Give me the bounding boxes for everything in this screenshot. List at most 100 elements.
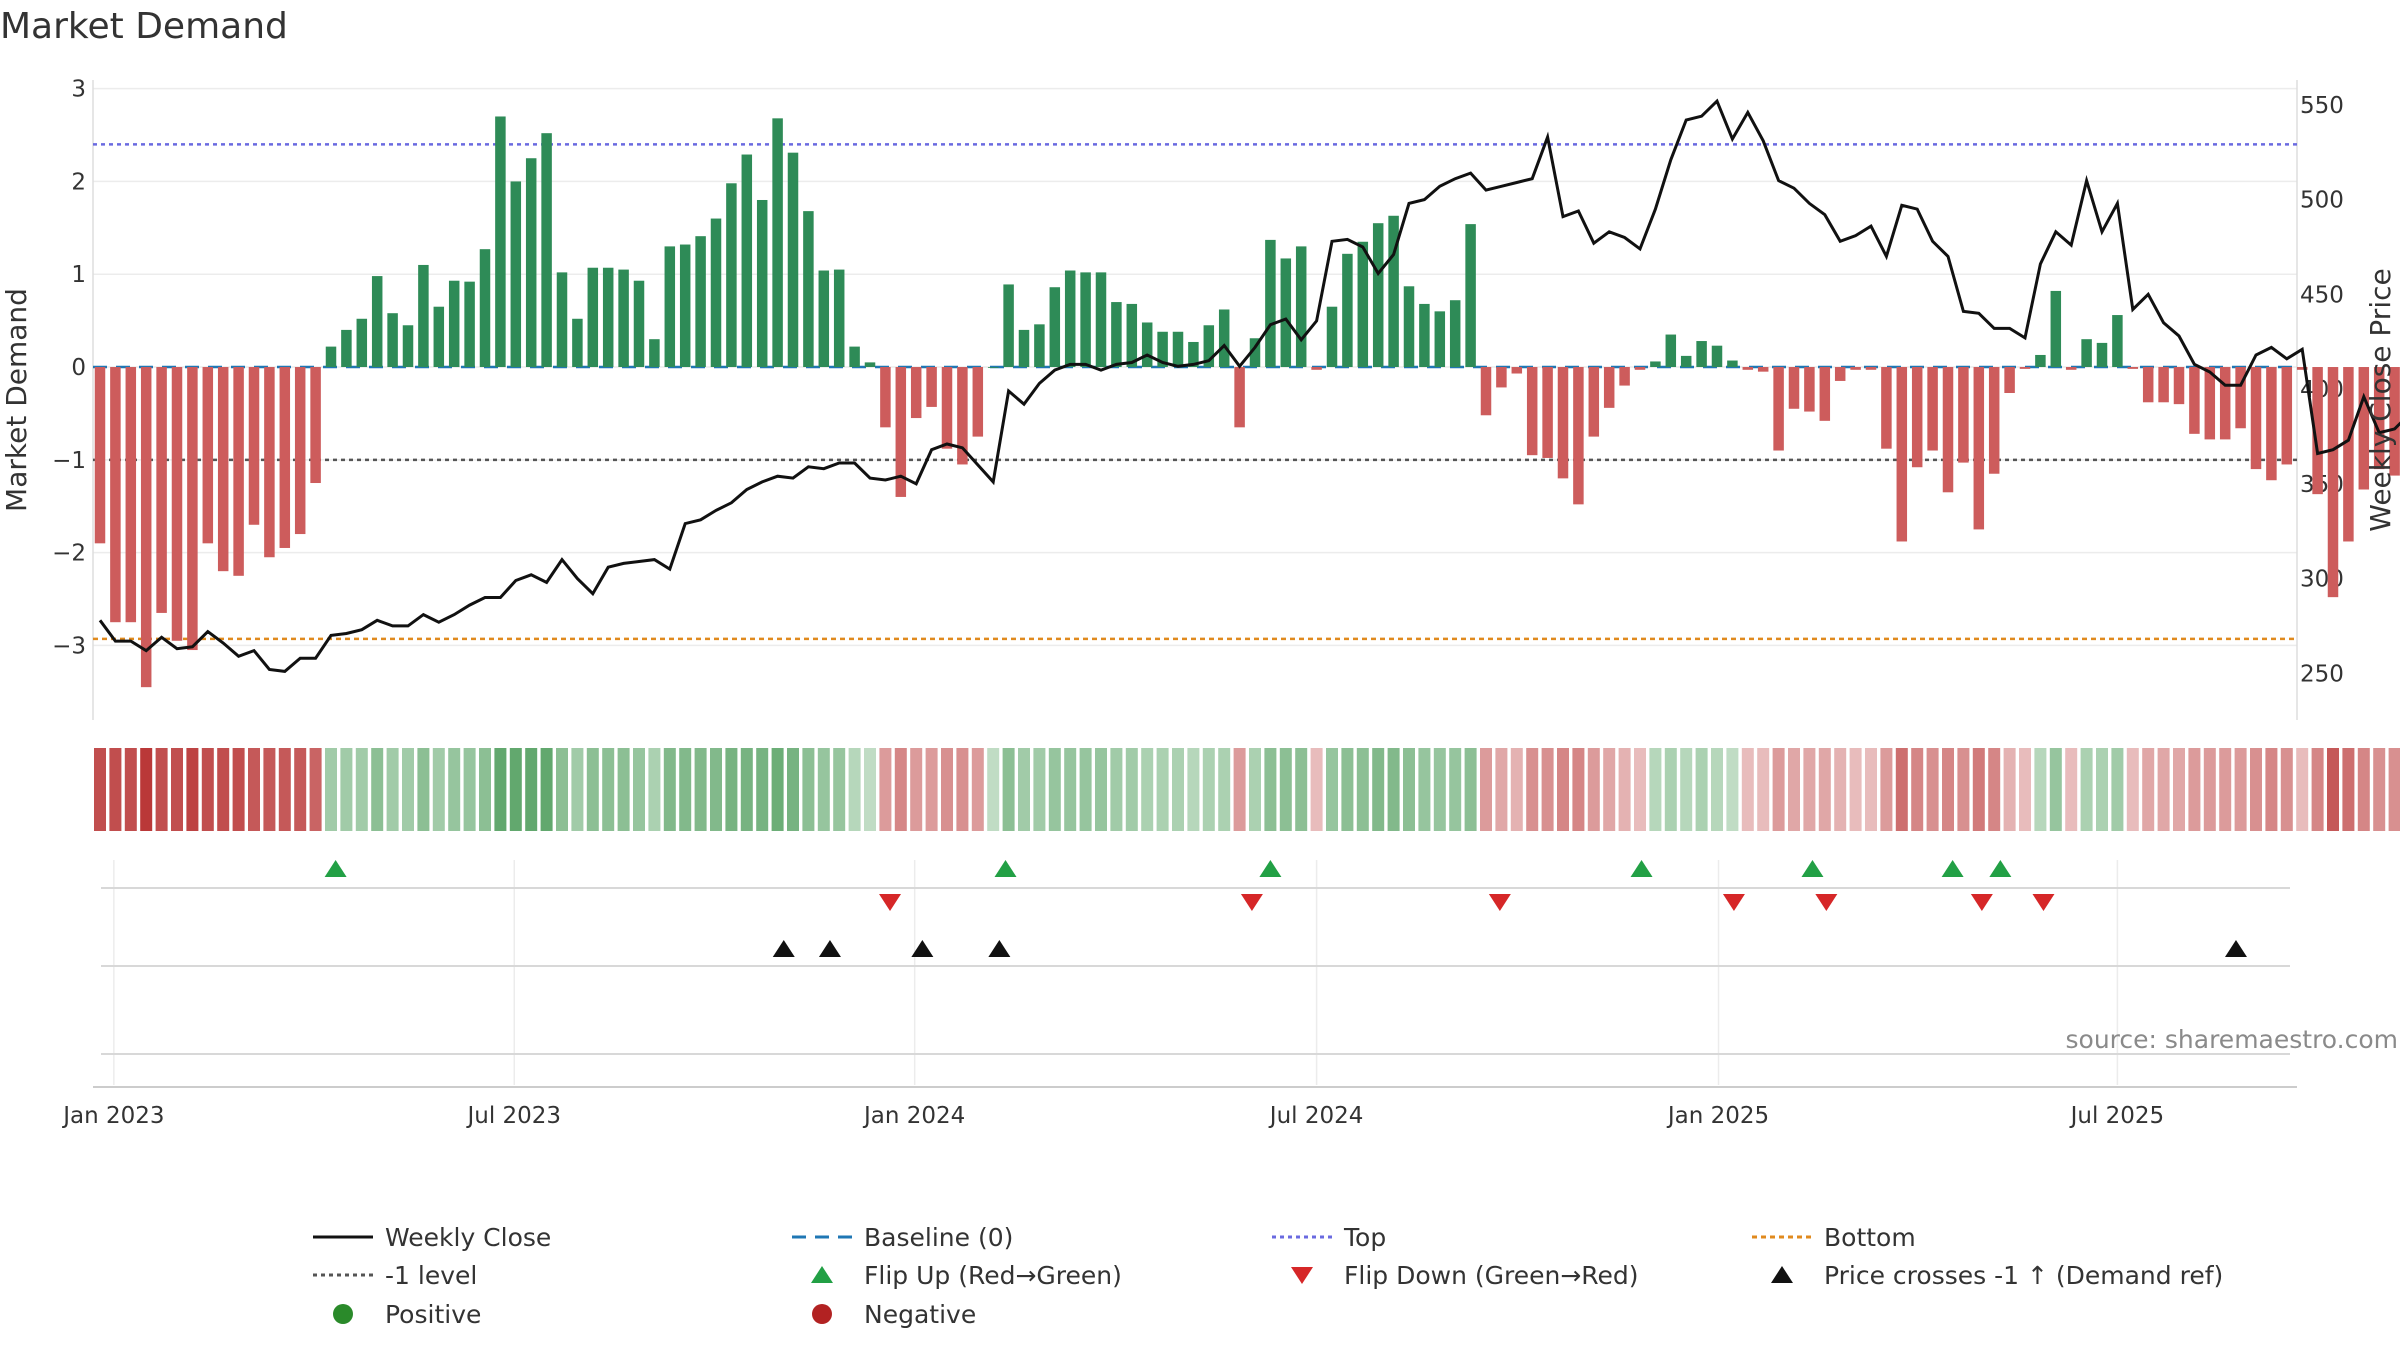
negative-demand-bar [1573, 367, 1584, 505]
positive-demand-bar [1727, 360, 1738, 368]
positive-demand-bar [1080, 272, 1091, 368]
negative-demand-bar [1834, 367, 1846, 381]
band-cell [1218, 748, 1231, 831]
negative-demand-bar [233, 367, 244, 576]
flip-down-marker [879, 894, 902, 911]
left-tick-label: 0 [71, 355, 86, 381]
negative-demand-bar [1234, 367, 1245, 428]
band-cell [663, 748, 676, 831]
band-cell [1695, 748, 1708, 831]
negative-demand-bar [1958, 367, 1969, 463]
price-cross-marker [772, 940, 795, 957]
positive-demand-bar [1403, 286, 1415, 368]
flip-down-marker [1488, 894, 1511, 911]
band-cell [787, 748, 799, 831]
positive-demand-bar [1465, 224, 1476, 368]
x-tick-label: Jan 2023 [61, 1103, 164, 1129]
right-tick-label: 550 [2300, 93, 2344, 119]
positive-demand-bar [510, 181, 522, 368]
positive-demand-bar [741, 154, 753, 368]
positive-demand-bar [325, 346, 337, 368]
band-cell [910, 748, 923, 831]
band-cell [540, 748, 553, 831]
positive-demand-bar [1419, 303, 1430, 368]
band-cell [155, 748, 168, 831]
band-cell [987, 748, 1000, 831]
positive-demand-bar [633, 280, 645, 368]
positive-demand-bar [1249, 338, 1261, 368]
band-cell [186, 748, 199, 831]
band-cell [448, 748, 461, 831]
band-cell [171, 748, 183, 831]
band-cell [1664, 748, 1677, 831]
negative-demand-bar [1973, 367, 1985, 530]
source-note: source: sharemaestro.com [2066, 1025, 2399, 1054]
band-cell [263, 748, 276, 831]
negative-demand-bar [248, 367, 260, 525]
band-cell [1264, 748, 1277, 831]
reference-lines [93, 143, 2297, 641]
positive-demand-bar [787, 152, 799, 368]
positive-demand-bar [1126, 303, 1138, 368]
positive-demand-bar [2050, 290, 2062, 368]
negative-demand-bar [94, 367, 106, 544]
band-cell [771, 748, 784, 831]
band-cell [1788, 748, 1800, 831]
band-cell [2019, 748, 2031, 831]
positive-demand-bar [1342, 253, 1353, 368]
band-cell [1048, 748, 1061, 831]
negative-demand-bar [2235, 367, 2246, 429]
price-cross-marker [988, 940, 1011, 957]
positive-demand-bar [2112, 315, 2123, 368]
negative-demand-bar [217, 367, 229, 572]
positive-demand-bar [756, 199, 768, 368]
negative-demand-bar [1819, 367, 1831, 421]
flip-up-marker [1801, 860, 1824, 877]
band-cell [2219, 748, 2232, 831]
flip-up-marker [1259, 860, 1282, 877]
flip-up-marker [1941, 860, 1964, 877]
positive-demand-bar [618, 269, 629, 368]
x-tick-label: Jan 2024 [862, 1103, 965, 1129]
x-tick-label: Jul 2025 [2069, 1103, 2165, 1129]
negative-demand-bar [2266, 367, 2277, 481]
x-tick-label: Jan 2025 [1666, 1103, 1769, 1129]
negative-demand-bar [926, 367, 937, 407]
band-cell [217, 748, 230, 831]
negative-demand-bar [1911, 367, 1923, 468]
legend-swatch [1771, 1266, 1793, 1283]
band-cell [864, 748, 876, 831]
negative-demand-bar [264, 367, 275, 558]
right-tick-label: 450 [2300, 282, 2344, 308]
positive-demand-bar [1003, 284, 1014, 368]
legend-swatch [811, 1266, 833, 1283]
band-cell [2065, 748, 2078, 831]
band-cell [1387, 748, 1400, 831]
x-tick-label: Jul 2024 [1268, 1103, 1364, 1129]
negative-demand-bar [1742, 367, 1754, 370]
positive-demand-bar [1064, 270, 1076, 368]
negative-demand-bar [2327, 367, 2339, 598]
negative-demand-bar [895, 367, 907, 497]
positive-demand-bar [356, 318, 368, 368]
band-cell [494, 748, 507, 831]
positive-demand-bar [541, 133, 552, 368]
left-tick-label: −1 [52, 448, 86, 474]
positive-demand-bar [495, 116, 506, 368]
legend-label: Flip Up (Red→Green) [864, 1261, 1122, 1290]
band-cell [879, 748, 892, 831]
demand-bars [94, 116, 2400, 688]
band-cell [2049, 748, 2062, 831]
negative-demand-bar [2204, 367, 2216, 440]
positive-demand-bar [1188, 341, 1199, 368]
band-cell [1033, 748, 1046, 831]
flip-up-marker [1989, 860, 2012, 877]
band-cell [1449, 748, 1462, 831]
negative-demand-bar [1927, 367, 1938, 451]
band-cell [1680, 748, 1693, 831]
band-cell [1079, 748, 1092, 831]
positive-demand-bar [1680, 355, 1692, 368]
positive-demand-bar [1141, 322, 1153, 368]
legend-label: Weekly Close [385, 1223, 551, 1252]
flip-up-marker [324, 860, 347, 877]
